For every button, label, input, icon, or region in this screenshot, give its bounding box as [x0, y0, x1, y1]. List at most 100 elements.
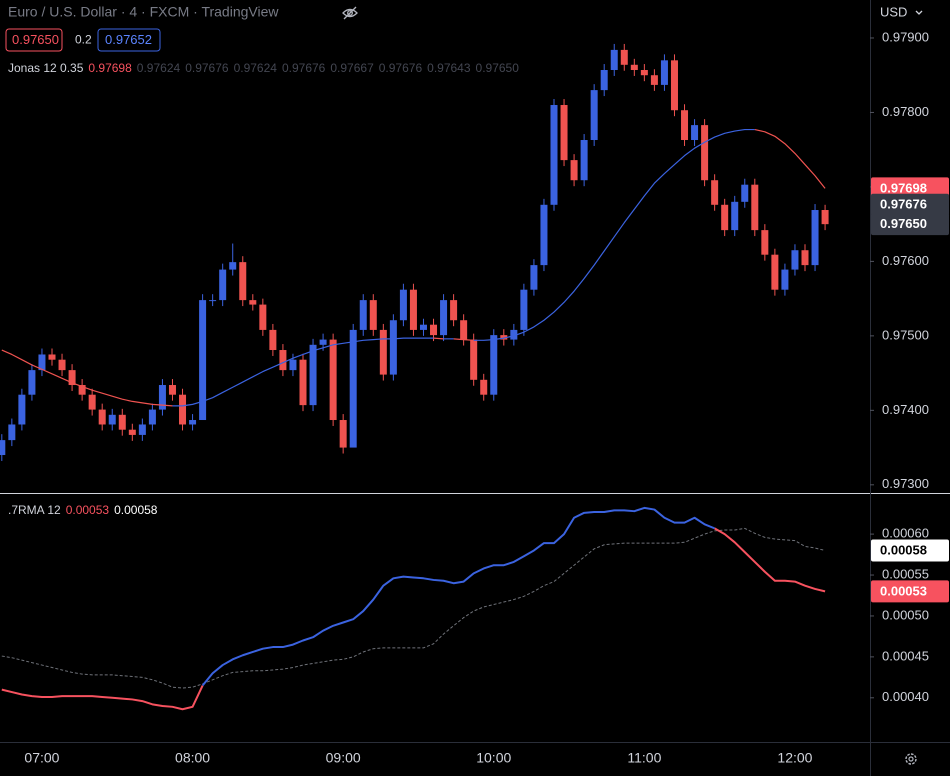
- x-tick-label: 12:00: [777, 750, 812, 766]
- candle-body: [88, 394, 96, 410]
- candle-body: [209, 300, 217, 302]
- candle-body: [430, 324, 438, 336]
- candle-body: [359, 300, 367, 330]
- candle-body: [450, 300, 458, 321]
- candle-body: [440, 300, 448, 336]
- ask-price: 0.97652: [105, 32, 152, 47]
- price-tag-label: 0.97676: [880, 197, 927, 212]
- candle-body: [78, 385, 86, 395]
- candle-body: [781, 269, 789, 290]
- candle-body: [219, 269, 227, 301]
- candle-body: [570, 160, 578, 181]
- candle-body: [520, 289, 528, 330]
- candle-body: [389, 320, 397, 375]
- moving-average-line: [453, 338, 474, 341]
- candle-body: [560, 105, 568, 161]
- bid-price: 0.97650: [12, 32, 59, 47]
- y-tick-label: 0.97300: [882, 476, 929, 491]
- y-tick-label: 0.97800: [882, 104, 929, 119]
- candle-body: [550, 105, 558, 205]
- indicator-legend[interactable]: Jonas 12 0.35: [8, 61, 84, 75]
- candle-body: [269, 329, 277, 351]
- candle-body: [168, 385, 176, 395]
- candle-body: [721, 204, 729, 231]
- candle-body: [379, 329, 387, 375]
- candle-body: [650, 75, 658, 85]
- candle-body: [289, 359, 297, 371]
- moving-average-line: [754, 128, 826, 189]
- candle-body: [18, 394, 26, 425]
- buy-button[interactable]: [97, 28, 161, 52]
- eye-pupil: [347, 10, 353, 16]
- candle-body: [771, 254, 779, 290]
- candle-body: [259, 304, 267, 330]
- candle-body: [48, 354, 56, 360]
- candle-body: [801, 250, 809, 266]
- candle-body: [751, 184, 759, 231]
- candle-body: [8, 424, 16, 441]
- signal-line: [1, 527, 826, 689]
- candle-body: [681, 110, 689, 141]
- candle-body: [530, 265, 538, 290]
- candle-body: [701, 125, 709, 181]
- candle-body: [761, 230, 769, 255]
- candle-body: [691, 125, 699, 141]
- candle-body: [199, 300, 207, 421]
- sell-button[interactable]: [5, 28, 63, 52]
- candle-body: [319, 339, 327, 345]
- candle-body: [0, 440, 6, 456]
- candle-body: [470, 339, 478, 380]
- legend-value: 0.97643: [427, 61, 471, 75]
- candle-body: [229, 262, 237, 270]
- rma-line: [1, 685, 204, 711]
- price-tag-label: 0.00053: [880, 583, 927, 598]
- currency[interactable]: USD: [880, 4, 907, 19]
- moving-average-line: [433, 337, 444, 340]
- candle-body: [640, 70, 648, 76]
- currency-dropdown[interactable]: [915, 10, 923, 15]
- legend-value: 0.97676: [379, 61, 423, 75]
- chart-title: Euro / U.S. Dollar · 4 · FXCM · TradingV…: [8, 4, 279, 20]
- candle-body: [239, 262, 247, 301]
- indicator-legend[interactable]: .7RMA 12: [8, 503, 61, 517]
- rma-line: [714, 527, 826, 593]
- x-tick-label: 07:00: [24, 750, 59, 766]
- candle-body: [811, 210, 819, 266]
- candle-body: [28, 370, 36, 395]
- legend-value: 0.97624: [137, 61, 181, 75]
- legend-value: 0.97624: [234, 61, 278, 75]
- price-tag-label: 0.97650: [880, 216, 927, 231]
- candle-body: [540, 204, 548, 266]
- candle-body: [98, 409, 106, 425]
- candle-body: [791, 250, 799, 270]
- price-tag-label: 0.97698: [880, 180, 927, 195]
- legend-value: 0.97698: [88, 61, 132, 75]
- candle-body: [309, 344, 317, 406]
- candle-body: [480, 379, 488, 395]
- candle-body: [711, 180, 719, 205]
- legend-value: 0.97676: [282, 61, 326, 75]
- legend-value: 0.97650: [476, 61, 520, 75]
- gear-inner: [908, 756, 914, 762]
- moving-average-line: [473, 128, 755, 341]
- candle-body: [249, 300, 257, 305]
- spread: 0.2: [75, 33, 92, 47]
- candle-body: [630, 64, 638, 71]
- candle-body: [58, 359, 66, 371]
- rma-line: [201, 506, 716, 687]
- candle-body: [108, 414, 116, 425]
- settings-icon[interactable]: [905, 753, 917, 765]
- candle-body: [490, 335, 498, 395]
- x-tick-label: 11:00: [627, 750, 661, 766]
- price-tag: [871, 193, 949, 216]
- eye-strike: [343, 6, 357, 20]
- candle-body: [158, 385, 166, 410]
- hide-icon[interactable]: [342, 6, 358, 20]
- y-tick-label: 0.00040: [882, 689, 929, 704]
- candle-body: [460, 320, 468, 340]
- x-tick-label: 09:00: [326, 750, 361, 766]
- candle-body: [179, 394, 187, 425]
- price-tag: [871, 580, 949, 603]
